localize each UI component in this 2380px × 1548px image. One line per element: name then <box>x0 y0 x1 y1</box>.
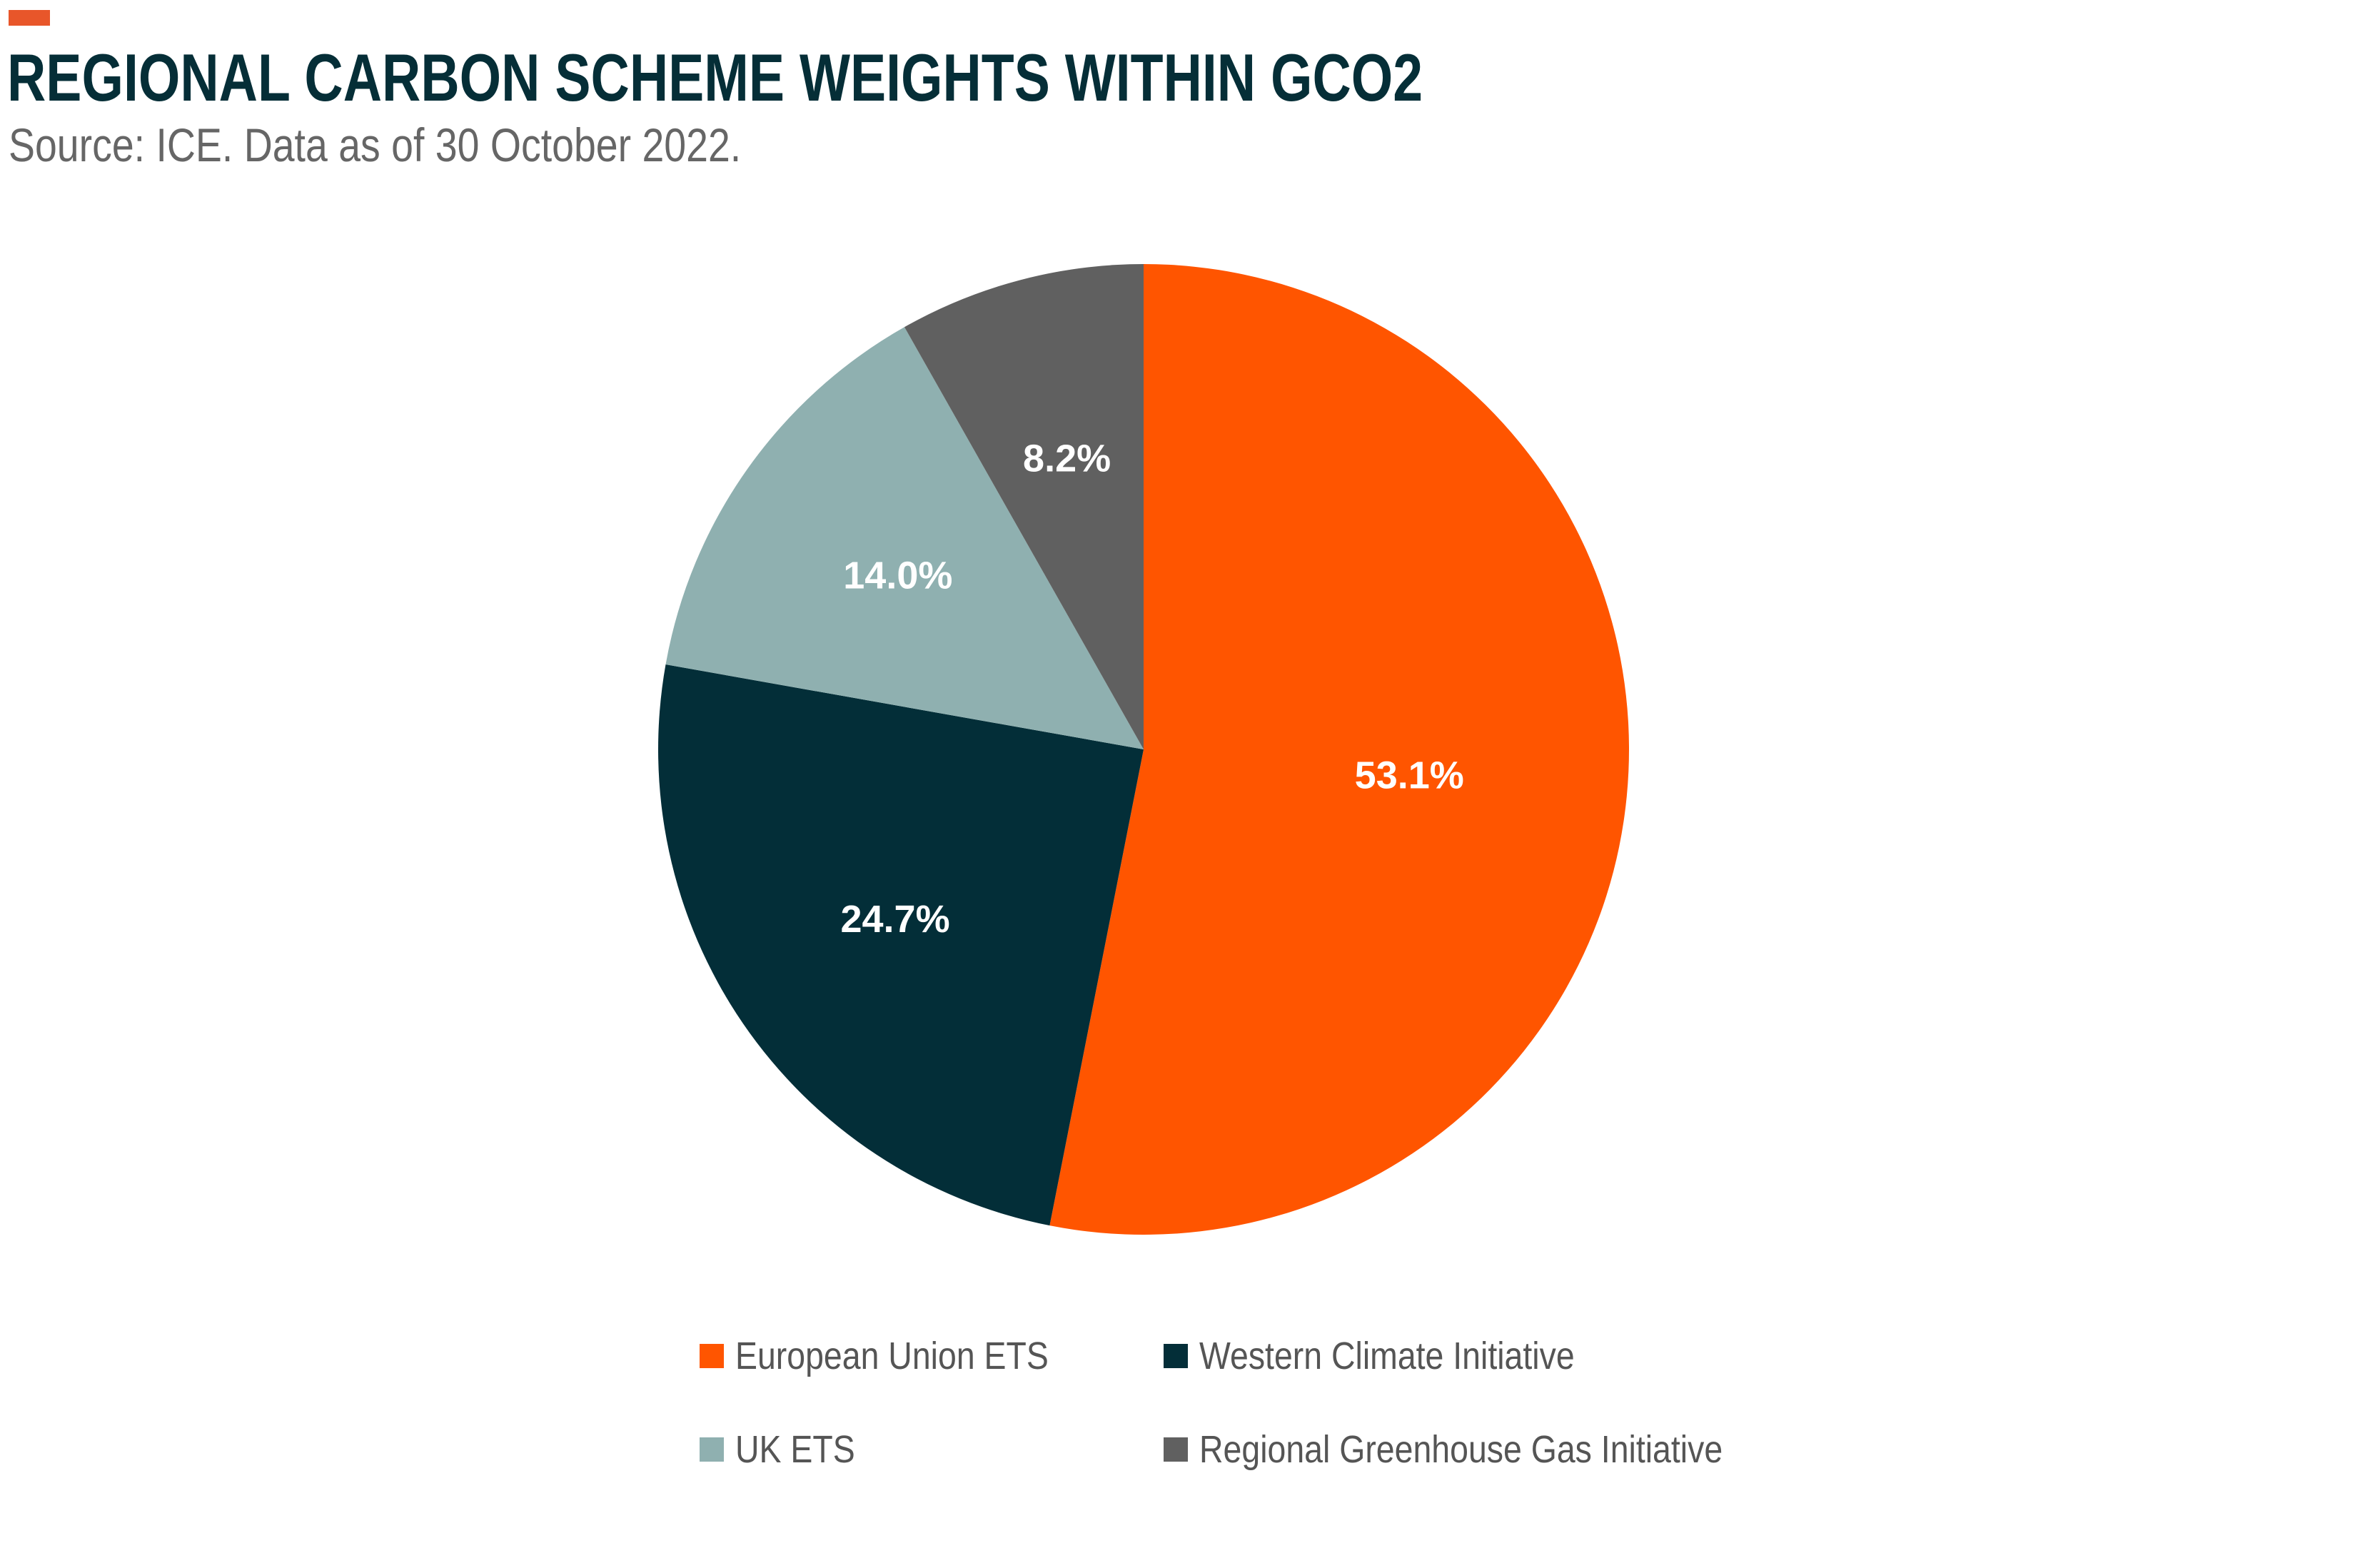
data-label-european-union-ets: 53.1% <box>1355 754 1464 796</box>
legend-item-regional-greenhouse-gas-initiative: Regional Greenhouse Gas Initiative <box>1164 1425 1808 1474</box>
data-label-western-climate-initiative: 24.7% <box>840 898 949 941</box>
pie-labels: 53.1% 24.7% 14.0% 8.2% <box>840 437 1463 941</box>
legend-swatch <box>1164 1344 1188 1368</box>
pie-slice-western-climate-initiative <box>658 664 1144 1226</box>
legend-item-western-climate-initiative: Western Climate Initiative <box>1164 1331 1635 1381</box>
accent-bar <box>9 10 50 26</box>
data-label-uk-ets: 14.0% <box>843 554 952 597</box>
legend-label: UK ETS <box>735 1428 855 1471</box>
pie-slice-european-union-ets <box>1049 264 1629 1235</box>
pie-slice-regional-greenhouse-gas-initiative <box>904 264 1144 749</box>
legend-label: European Union ETS <box>735 1335 1049 1377</box>
data-label-regional-greenhouse-gas-initiative: 8.2% <box>1023 437 1111 480</box>
pie-slice-uk-ets <box>665 327 1144 750</box>
pie-slices <box>658 264 1629 1235</box>
legend-swatch <box>700 1344 724 1368</box>
legend-label: Western Climate Initiative <box>1199 1335 1575 1377</box>
legend-item-uk-ets: UK ETS <box>700 1425 874 1474</box>
chart-title: REGIONAL CARBON SCHEME WEIGHTS WITHIN GC… <box>7 40 1423 115</box>
legend-item-european-union-ets: European Union ETS <box>700 1331 1099 1381</box>
legend-swatch <box>1164 1437 1188 1462</box>
legend-swatch <box>700 1437 724 1462</box>
chart-subtitle: Source: ICE. Data as of 30 October 2022. <box>9 118 742 171</box>
legend-label: Regional Greenhouse Gas Initiative <box>1199 1428 1723 1471</box>
